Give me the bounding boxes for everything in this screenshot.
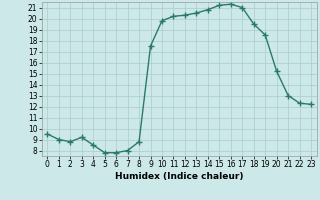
X-axis label: Humidex (Indice chaleur): Humidex (Indice chaleur) <box>115 172 244 181</box>
